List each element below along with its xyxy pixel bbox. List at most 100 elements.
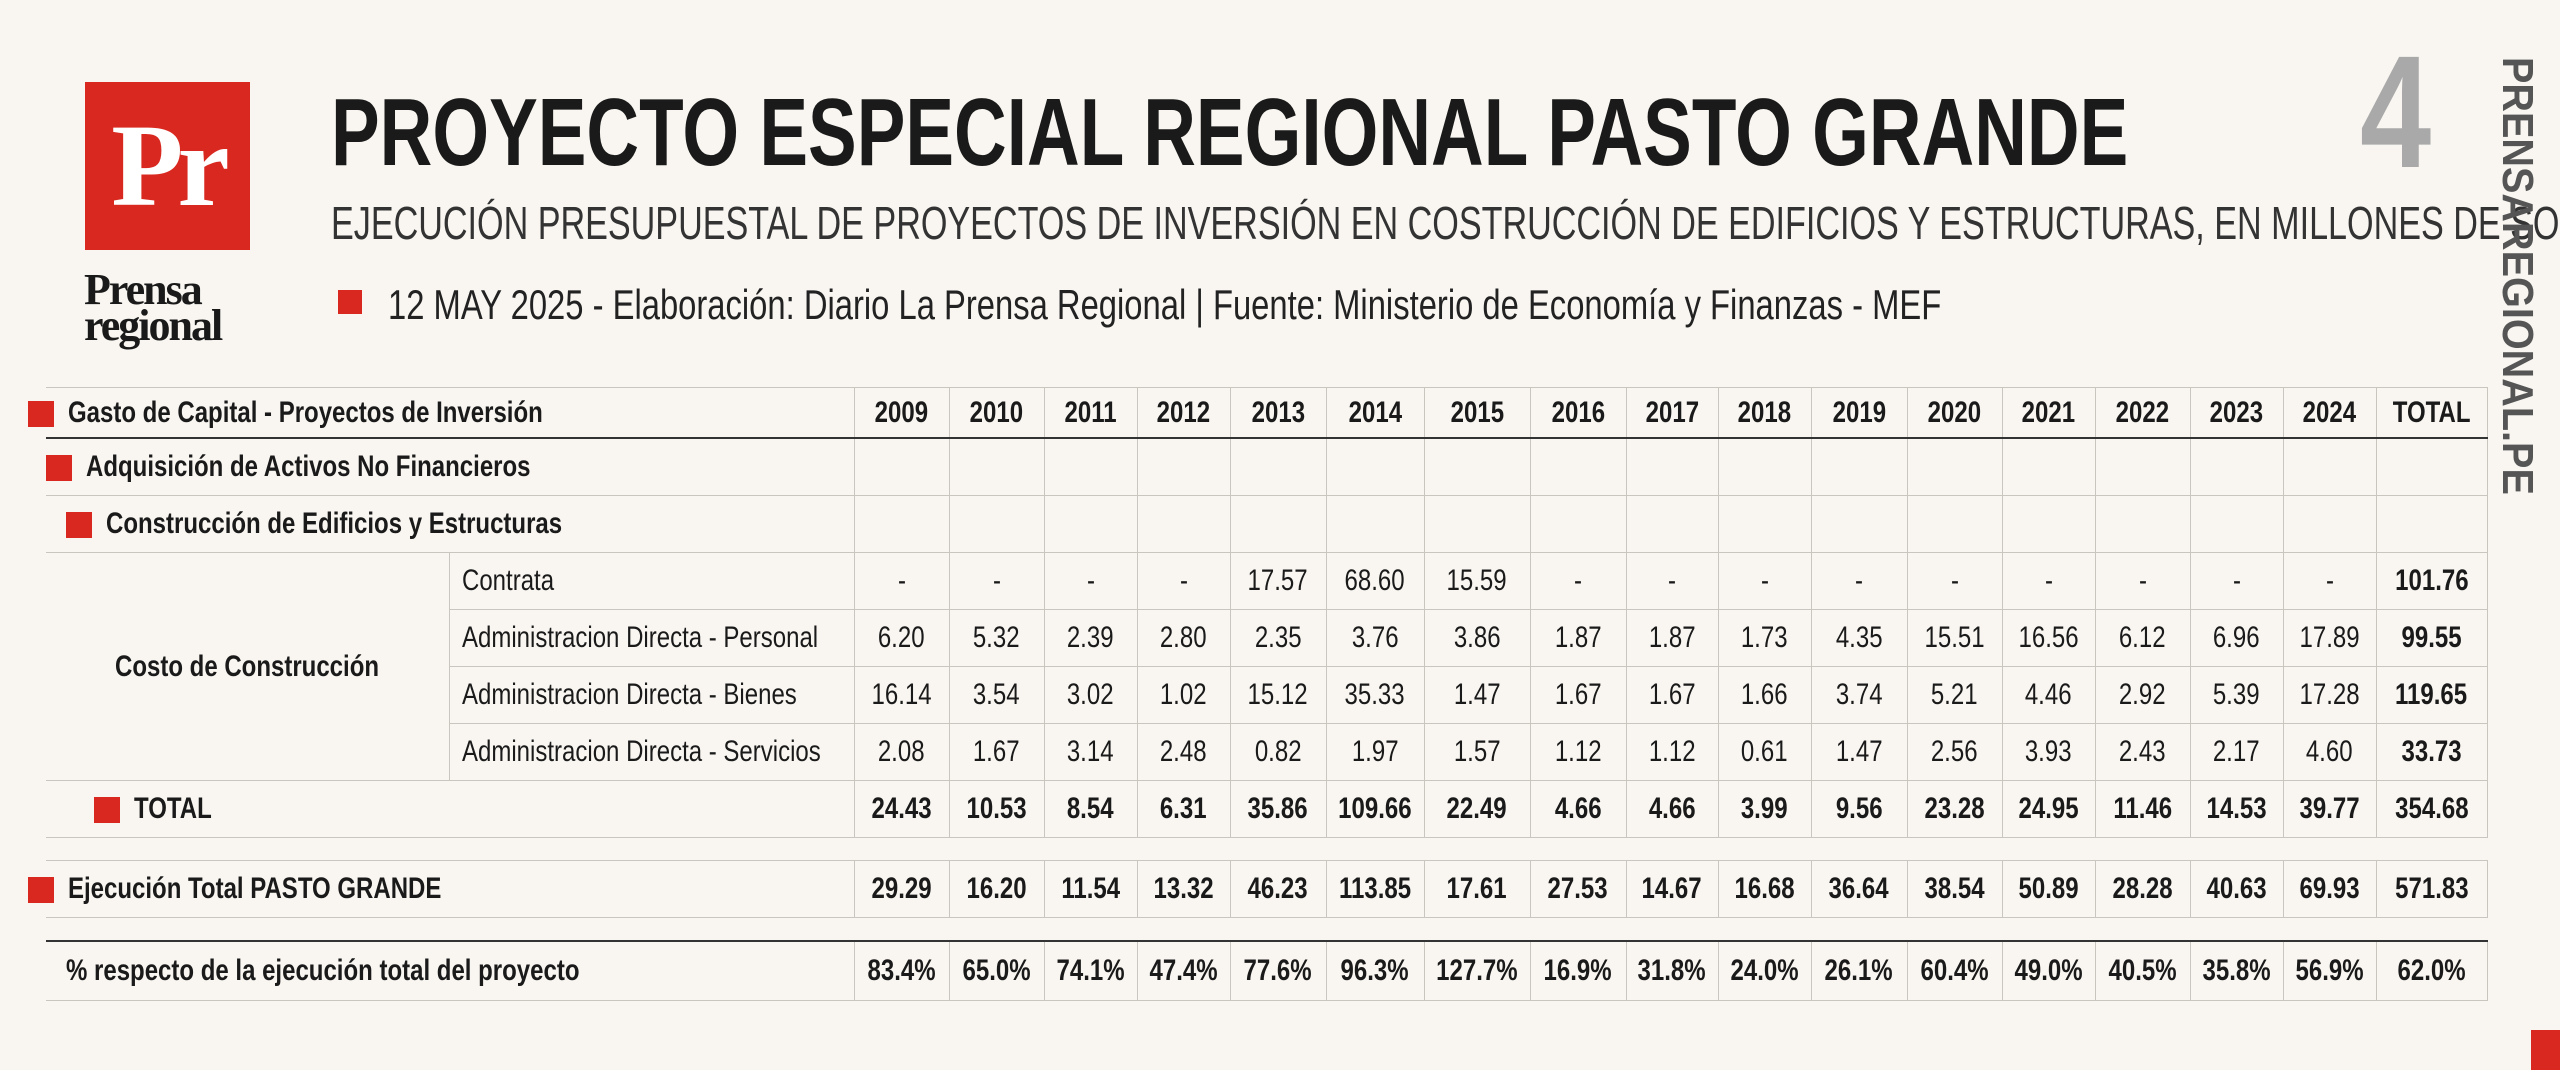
- value-cell: 69.93: [2282, 860, 2377, 918]
- value-cell: 3.74: [1810, 666, 1908, 724]
- value-cell: 31.8%: [1625, 940, 1719, 1001]
- value-cell: 14.67: [1625, 860, 1719, 918]
- value-cell: 2.92: [2094, 666, 2191, 724]
- level1-label: Adquisición de Activos No Financieros: [46, 437, 855, 496]
- value-cell: 35.33: [1325, 666, 1425, 724]
- value-cell: 1.67: [1625, 666, 1719, 724]
- value-cell: 6.31: [1136, 780, 1231, 838]
- value-cell: 17.89: [2282, 609, 2377, 667]
- value-cell: 119.65: [2375, 666, 2488, 724]
- percent-row: % respecto de la ejecución total del pro…: [46, 940, 2488, 1001]
- empty-cell: [2001, 495, 2096, 553]
- value-cell: 33.73: [2375, 723, 2488, 781]
- value-cell: 3.86: [1423, 609, 1531, 667]
- value-cell: -: [1810, 552, 1908, 610]
- value-cell: 56.9%: [2282, 940, 2377, 1001]
- value-cell: 16.68: [1717, 860, 1812, 918]
- value-cell: 1.73: [1717, 609, 1812, 667]
- budget-table: Gasto de Capital - Proyectos de Inversió…: [28, 387, 2488, 1001]
- percent-label: % respecto de la ejecución total del pro…: [46, 940, 855, 1001]
- value-cell: 28.28: [2094, 860, 2191, 918]
- value-cell: 50.89: [2001, 860, 2096, 918]
- table-row: Costo de Construcción Contrata - - - -17.57 68…: [46, 552, 2488, 781]
- table-title: Gasto de Capital - Proyectos de Inversió…: [28, 387, 855, 439]
- column-header: 2022: [2094, 387, 2191, 439]
- value-cell: 29.29: [853, 860, 950, 918]
- column-header: 2013: [1229, 387, 1327, 439]
- empty-cell: [1529, 437, 1627, 496]
- page-title: PROYECTO ESPECIAL REGIONAL PASTO GRANDE: [331, 79, 2129, 186]
- group-label: Costo de Construcción: [46, 552, 450, 781]
- value-cell: 47.4%: [1136, 940, 1231, 1001]
- value-cell: 38.54: [1906, 860, 2003, 918]
- empty-cell: [2094, 495, 2191, 553]
- table-row: Administracion Directa - Servicios 2.08 1.…: [46, 723, 2488, 781]
- value-cell: 6.20: [853, 609, 950, 667]
- value-cell: -: [2282, 552, 2377, 610]
- value-cell: -: [2094, 552, 2191, 610]
- empty-cell: [2375, 437, 2488, 496]
- value-cell: 2.48: [1136, 723, 1231, 781]
- empty-cell: [1906, 495, 2003, 553]
- value-cell: 2.80: [1136, 609, 1231, 667]
- logo-name: Prensa regional: [84, 265, 223, 350]
- red-square-icon: [28, 400, 54, 427]
- value-cell: 16.14: [853, 666, 950, 724]
- value-cell: 1.12: [1529, 723, 1627, 781]
- column-header: 2017: [1625, 387, 1719, 439]
- value-cell: 9.56: [1810, 780, 1908, 838]
- total-label: TOTAL: [46, 780, 855, 838]
- value-cell: 0.82: [1229, 723, 1327, 781]
- value-cell: 83.4%: [853, 940, 950, 1001]
- value-cell: 68.60: [1325, 552, 1425, 610]
- value-cell: 2.08: [853, 723, 950, 781]
- value-cell: -: [1136, 552, 1231, 610]
- value-cell: 101.76: [2375, 552, 2488, 610]
- value-cell: 65.0%: [948, 940, 1045, 1001]
- value-cell: 5.21: [1906, 666, 2003, 724]
- value-cell: 1.47: [1423, 666, 1531, 724]
- value-cell: 26.1%: [1810, 940, 1908, 1001]
- value-cell: 3.93: [2001, 723, 2096, 781]
- empty-cell: [1229, 495, 1327, 553]
- value-cell: 1.87: [1625, 609, 1719, 667]
- empty-cell: [2189, 437, 2284, 496]
- value-cell: 17.28: [2282, 666, 2377, 724]
- red-square-icon: [66, 512, 92, 539]
- value-cell: 3.02: [1043, 666, 1138, 724]
- value-cell: 1.67: [1529, 666, 1627, 724]
- value-cell: 4.66: [1625, 780, 1719, 838]
- value-cell: 14.53: [2189, 780, 2284, 838]
- empty-cell: [948, 495, 1045, 553]
- value-cell: -: [1717, 552, 1812, 610]
- value-cell: 22.49: [1423, 780, 1531, 838]
- column-header: 2011: [1043, 387, 1138, 439]
- red-square-icon: [28, 877, 54, 904]
- empty-cell: [1717, 437, 1812, 496]
- row-label: Administracion Directa - Bienes: [448, 666, 855, 724]
- value-cell: 3.14: [1043, 723, 1138, 781]
- empty-cell: [1325, 437, 1425, 496]
- value-cell: 35.86: [1229, 780, 1327, 838]
- value-cell: -: [2001, 552, 2096, 610]
- value-cell: 3.76: [1325, 609, 1425, 667]
- value-cell: 46.23: [1229, 860, 1327, 918]
- value-cell: 49.0%: [2001, 940, 2096, 1001]
- value-cell: 5.32: [948, 609, 1045, 667]
- value-cell: 10.53: [948, 780, 1045, 838]
- value-cell: 24.0%: [1717, 940, 1812, 1001]
- value-cell: 127.7%: [1423, 940, 1531, 1001]
- row-label: Administracion Directa - Servicios: [448, 723, 855, 781]
- value-cell: 354.68: [2375, 780, 2488, 838]
- empty-cell: [1625, 437, 1719, 496]
- value-cell: 1.97: [1325, 723, 1425, 781]
- column-header: 2018: [1717, 387, 1812, 439]
- empty-cell: [2094, 437, 2191, 496]
- red-square-icon: [46, 455, 72, 482]
- value-cell: 6.96: [2189, 609, 2284, 667]
- level2-row: Construcción de Edificios y Estructuras: [46, 495, 2488, 553]
- value-cell: 96.3%: [1325, 940, 1425, 1001]
- value-cell: 109.66: [1325, 780, 1425, 838]
- value-cell: 77.6%: [1229, 940, 1327, 1001]
- corner-accent: [2531, 1030, 2560, 1070]
